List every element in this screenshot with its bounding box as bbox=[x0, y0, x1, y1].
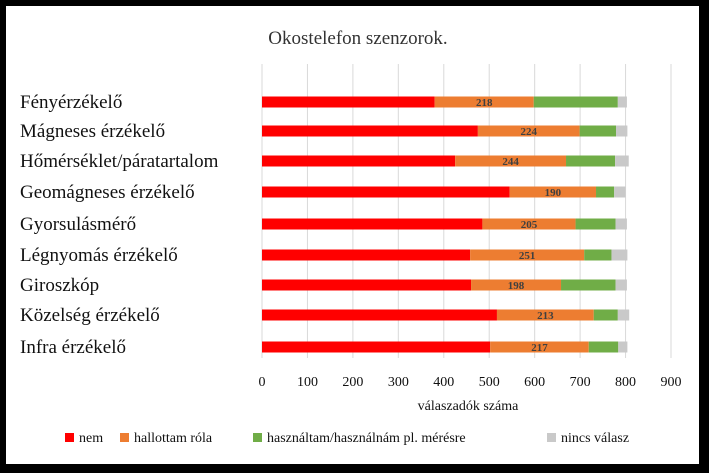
bar-segment bbox=[588, 341, 619, 353]
bar-segment bbox=[584, 249, 612, 261]
bar-segment bbox=[611, 249, 628, 261]
legend-entry: hallottam róla bbox=[134, 431, 213, 446]
chart-frame: Okostelefon szenzorok. 218 224 244 190 205 25… bbox=[6, 6, 699, 464]
gridlines bbox=[261, 64, 672, 358]
bar-segment bbox=[262, 309, 497, 321]
bar-segment bbox=[262, 279, 472, 291]
category-label: Geomágneses érzékelő bbox=[20, 182, 195, 203]
bar-segment bbox=[490, 341, 589, 353]
x-tick-label: 900 bbox=[661, 375, 682, 390]
bar-area: 218 224 244 190 205 251 198 213 217 bbox=[262, 96, 630, 354]
bar-segment bbox=[566, 155, 616, 167]
legend-swatch bbox=[253, 433, 262, 442]
legend-entry: nincs válasz bbox=[561, 431, 629, 446]
bar-segment bbox=[262, 186, 510, 198]
stacked-bar-chart: Okostelefon szenzorok. 218 224 244 190 205 25… bbox=[20, 28, 682, 446]
x-tick-label: 300 bbox=[388, 375, 409, 390]
bar-segment bbox=[533, 96, 618, 108]
legend-entry: nem bbox=[79, 431, 103, 446]
x-tick-label: 400 bbox=[433, 375, 454, 390]
data-label: 218 bbox=[476, 97, 493, 109]
bar-segment bbox=[617, 309, 630, 321]
x-tick-label: 700 bbox=[570, 375, 591, 390]
x-tick-label: 100 bbox=[297, 375, 318, 390]
data-label: 217 bbox=[531, 342, 548, 354]
x-tick-label: 500 bbox=[479, 375, 500, 390]
category-label: Gyorsulásmérő bbox=[20, 214, 136, 235]
data-label: 244 bbox=[502, 156, 519, 168]
bar-segment bbox=[434, 96, 534, 108]
data-label: 251 bbox=[519, 250, 536, 262]
legend-entry: használtam/használnám pl. mérésre bbox=[267, 431, 466, 446]
bar-segment bbox=[262, 218, 483, 230]
category-label: Hőmérséklet/páratartalom bbox=[20, 151, 219, 172]
bar-segment bbox=[471, 279, 562, 291]
bar-segment bbox=[617, 96, 627, 108]
x-tick-label: 800 bbox=[615, 375, 636, 390]
category-label: Fényérzékelő bbox=[20, 92, 122, 113]
data-label: 198 bbox=[508, 280, 525, 292]
bar-segment bbox=[477, 125, 580, 137]
category-labels: Fényérzékelő Mágneses érzékelő Hőmérséklet… bbox=[20, 92, 219, 358]
legend: nem hallottam róla használtam/használnám p… bbox=[65, 431, 629, 446]
x-axis-label: válaszadók száma bbox=[418, 399, 519, 414]
category-label: Közelség érzékelő bbox=[20, 305, 160, 326]
bar-segment bbox=[262, 341, 491, 353]
bar-segment bbox=[455, 155, 567, 167]
data-label: 213 bbox=[537, 310, 554, 322]
bar-segment bbox=[615, 155, 629, 167]
bar-segment bbox=[262, 249, 471, 261]
bar-segment bbox=[596, 186, 615, 198]
x-tick-label: 200 bbox=[342, 375, 363, 390]
bar-segment bbox=[615, 218, 627, 230]
bar-segment bbox=[561, 279, 616, 291]
legend-swatch bbox=[65, 433, 74, 442]
bar-segment bbox=[482, 218, 576, 230]
data-label: 205 bbox=[521, 219, 538, 231]
data-label: 224 bbox=[521, 126, 538, 138]
category-label: Giroszkóp bbox=[20, 275, 99, 296]
chart-title: Okostelefon szenzorok. bbox=[268, 28, 447, 49]
x-axis-ticks: 0 100 200 300 400 500 600 700 800 900 bbox=[259, 375, 682, 390]
legend-swatch bbox=[120, 433, 129, 442]
category-label: Légnyomás érzékelő bbox=[20, 245, 178, 266]
category-label: Mágneses érzékelő bbox=[20, 121, 165, 142]
x-tick-label: 600 bbox=[524, 375, 545, 390]
bar-segment bbox=[616, 125, 628, 137]
data-label: 190 bbox=[545, 187, 562, 199]
bar-segment bbox=[614, 186, 626, 198]
bar-segment bbox=[509, 186, 597, 198]
bar-segment bbox=[579, 125, 617, 137]
bar-segment bbox=[262, 125, 478, 137]
bar-segment bbox=[575, 218, 616, 230]
bar-segment bbox=[262, 155, 456, 167]
bar-segment bbox=[470, 249, 585, 261]
bar-segment bbox=[618, 341, 628, 353]
category-label: Infra érzékelő bbox=[20, 337, 126, 358]
bar-segment bbox=[615, 279, 627, 291]
bar-segment bbox=[262, 96, 435, 108]
bar-segment bbox=[593, 309, 618, 321]
x-tick-label: 0 bbox=[259, 375, 266, 390]
bar-segment bbox=[496, 309, 594, 321]
legend-swatch bbox=[547, 433, 556, 442]
